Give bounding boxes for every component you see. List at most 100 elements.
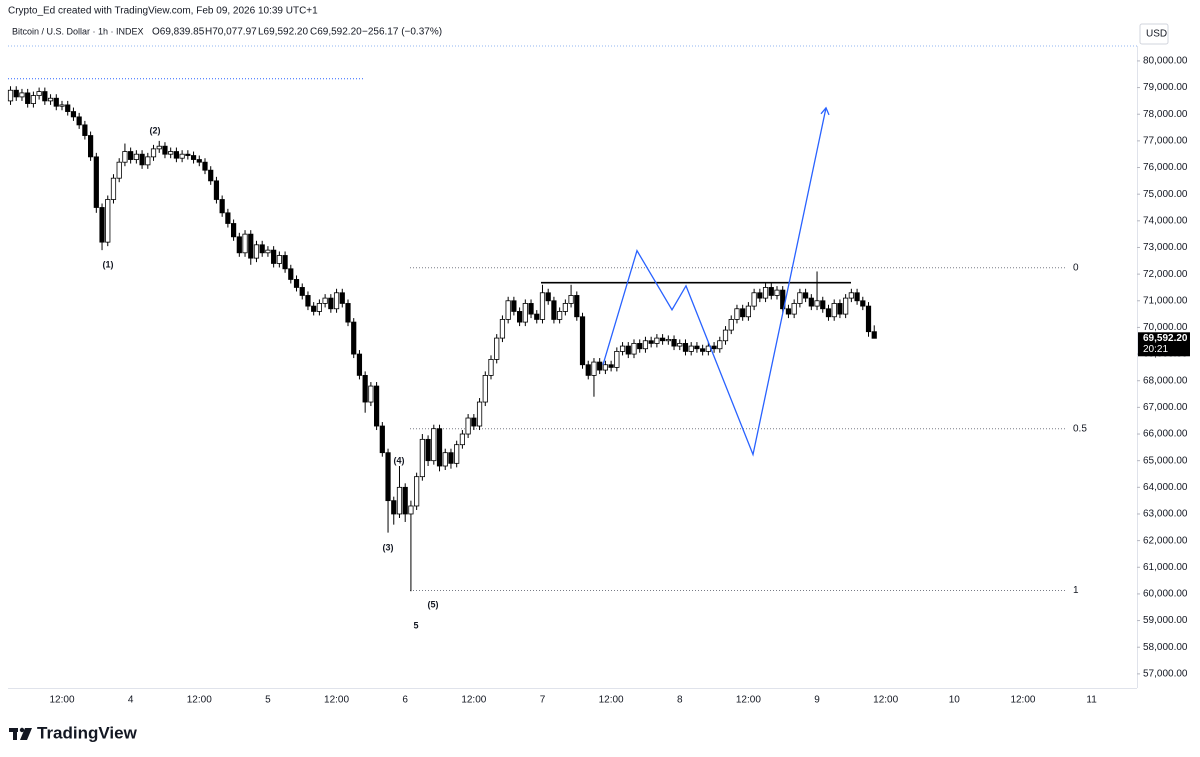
candle-body	[271, 249, 277, 264]
candle-body	[293, 279, 300, 288]
y-tick-label: 57,000.00	[1143, 669, 1188, 680]
candle-body	[848, 292, 854, 299]
y-tick-label: 60,000.00	[1143, 589, 1188, 600]
wave-label: 5	[413, 620, 418, 630]
candle-body	[528, 303, 534, 315]
candle-body	[625, 345, 631, 355]
candle-body	[362, 374, 368, 403]
candle-body	[505, 300, 511, 320]
candle-body	[368, 385, 374, 403]
candle-body	[780, 289, 786, 310]
candle-body	[276, 255, 282, 264]
y-tick-label: 63,000.00	[1143, 509, 1188, 520]
y-tick-label: 59,000.00	[1143, 615, 1188, 626]
candle-body	[225, 212, 231, 224]
candle-body	[110, 177, 117, 200]
candle-body	[311, 305, 317, 312]
candle-body	[173, 151, 179, 159]
candle-body	[385, 452, 391, 502]
candle-body	[442, 452, 448, 467]
brand-logo	[9, 727, 32, 740]
candle-body	[236, 236, 242, 254]
candle-body	[431, 428, 437, 462]
candle-body	[65, 104, 71, 112]
candle-body	[488, 359, 494, 376]
wave-label: (4)	[394, 455, 405, 465]
candle-body	[379, 425, 385, 454]
credit: Crypto_Ed created with TradingView.com, …	[8, 6, 318, 17]
candle-body	[213, 180, 220, 200]
candle-body	[700, 348, 706, 352]
candle-body	[288, 268, 294, 280]
candle-body	[854, 292, 860, 302]
x-tick-label: 12:00	[1010, 695, 1035, 706]
fib-label: 0	[1073, 262, 1079, 273]
x-tick-label: 6	[402, 695, 408, 706]
candle-body	[436, 428, 443, 467]
candle-body	[454, 444, 460, 464]
y-tick-label: 75,000.00	[1143, 189, 1188, 200]
x-tick-label: 10	[949, 695, 961, 706]
y-tick-label: 71,000.00	[1143, 295, 1188, 306]
currency: USD	[1146, 29, 1167, 40]
candle-body	[282, 255, 288, 270]
candle-body	[299, 287, 305, 296]
candle-body	[13, 89, 19, 98]
candle-body	[614, 351, 620, 368]
countdown: 20:21	[1143, 344, 1168, 355]
candle-body	[253, 244, 260, 259]
candle-body	[345, 303, 351, 323]
candle-body	[688, 345, 694, 352]
candle-body	[551, 300, 557, 320]
candle-body	[745, 305, 752, 318]
candle-body	[717, 340, 723, 350]
fib-label: 0.5	[1073, 423, 1087, 434]
candle-body	[602, 364, 609, 371]
candle-body	[757, 292, 763, 299]
candle-body	[677, 343, 683, 347]
candle-body	[202, 161, 208, 171]
candle-body	[591, 361, 597, 376]
logo-dot	[19, 727, 25, 733]
candle-body	[150, 148, 157, 158]
candle-body	[30, 95, 37, 104]
price-tag-label: 69,592.20	[1143, 333, 1188, 344]
y-tick-label: 67,000.00	[1143, 402, 1188, 413]
symbol: Bitcoin / U.S. Dollar · 1h · INDEX	[12, 26, 144, 36]
y-tick-label: 70,000.00	[1143, 322, 1188, 333]
candle-body	[522, 303, 528, 323]
y-tick-label: 78,000.00	[1143, 109, 1188, 120]
x-tick-label: 12:00	[873, 695, 898, 706]
y-tick-label: 58,000.00	[1143, 642, 1188, 653]
candle-body	[116, 161, 122, 179]
candle-body	[356, 353, 363, 376]
candle-body	[534, 313, 540, 320]
y-tick-label: 64,000.00	[1143, 482, 1188, 493]
ohlc-change: −256.17 (−0.37%)	[362, 27, 442, 38]
price-tag	[1138, 332, 1190, 357]
y-tick-label: 62,000.00	[1143, 535, 1188, 546]
brand: TradingView	[37, 723, 138, 742]
y-tick-label: 66,000.00	[1143, 429, 1188, 440]
y-tick-label: 61,000.00	[1143, 562, 1188, 573]
candle-body	[425, 438, 431, 462]
candle-body	[762, 287, 769, 299]
x-tick-label: 8	[677, 695, 683, 706]
x-tick-label: 11	[1086, 695, 1097, 706]
x-tick-label: 12:00	[49, 695, 74, 706]
candle-body	[322, 297, 328, 304]
y-tick-label: 68,000.00	[1143, 375, 1188, 386]
candle-body	[208, 169, 214, 182]
candle-body	[70, 111, 77, 118]
candle-body	[831, 303, 837, 318]
candle-body	[711, 345, 717, 350]
candle-body	[654, 337, 660, 344]
candle-body	[871, 331, 877, 339]
candle-body	[185, 153, 191, 156]
candle-body	[631, 343, 637, 355]
currency-box[interactable]	[1139, 23, 1169, 45]
candle-body	[860, 300, 866, 307]
candle-body	[619, 345, 626, 352]
candle-body	[414, 476, 420, 507]
candle-body	[740, 308, 746, 318]
